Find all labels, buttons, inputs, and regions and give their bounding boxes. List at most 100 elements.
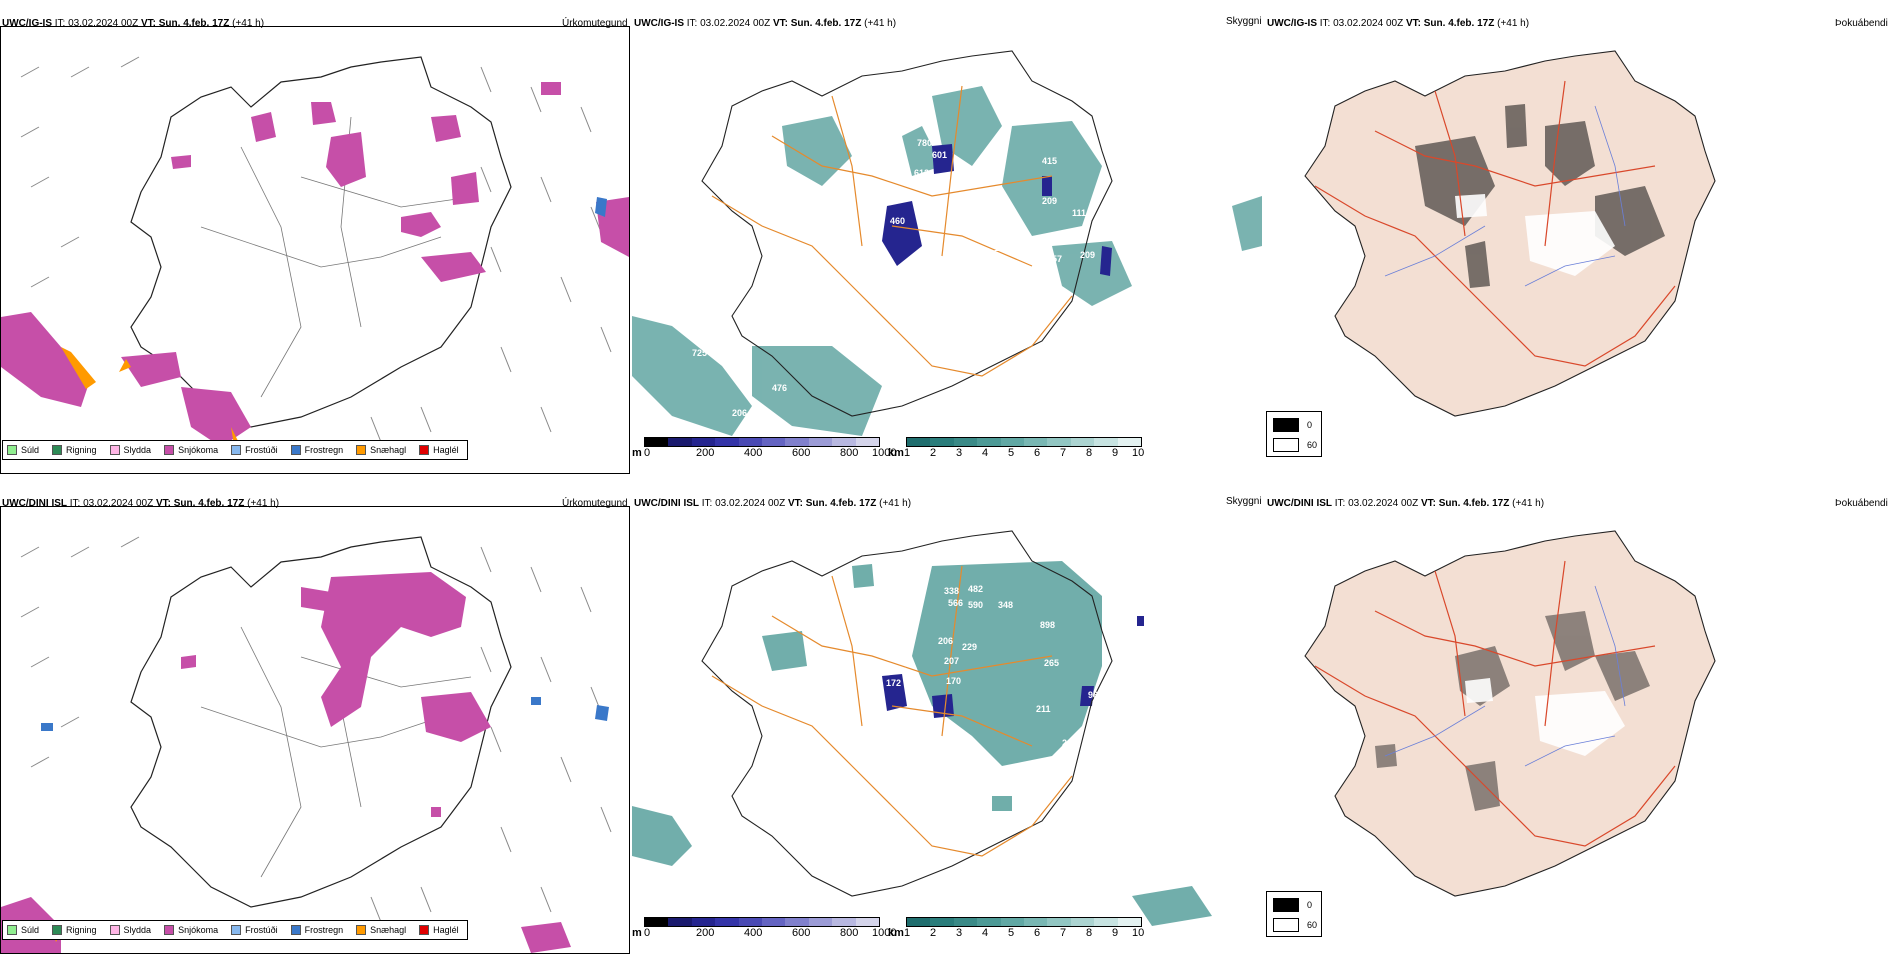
fog-legend-low-label: 60 [1307,920,1318,930]
elev-label: 12 [652,308,662,318]
row2-cloud-panel: UWC/DINI ISL IT: 03.02.2024 00Z VT: Sun.… [632,490,1322,955]
legend-swatch [164,925,175,935]
fog-legend-low-swatch [1273,438,1299,452]
legend-swatch [164,445,175,455]
elev-label: 325 [918,218,933,228]
cloudbase-tick: 1000 [872,927,897,939]
visibility-tick: 10 [1132,927,1145,939]
legend-item: Slydda [109,925,151,935]
elev-label: 338 [944,586,959,596]
legend-item: Frostúði [231,925,278,935]
cloudbase-tick: 1000 [872,447,897,459]
row1-precip-panel: UWC/IG-IS IT: 03.02.2024 00Z VT: Sun. 4.… [0,10,630,475]
low-visibility-areas [632,86,1262,436]
cloudbase-colorbar [644,437,880,447]
cloudbase-tick: 200 [696,447,715,459]
row1-fog-header: UWC/IG-IS IT: 03.02.2024 00Z VT: Sun. 4.… [1267,18,1530,29]
elevation-labels: 780 601 612 415 209 460 325 111 157 209 … [652,138,1095,418]
row1-fog-panel: UWC/IG-IS IT: 03.02.2024 00Z VT: Sun. 4.… [1265,10,1895,475]
legend-item: Haglél [419,925,459,935]
cloudbase-tick: 800 [840,447,859,459]
wind-barbs [20,536,612,923]
cloudbase-unit: m [632,447,642,459]
visibility-tick: 1 [904,927,911,939]
fog-legend-high-swatch [1273,898,1299,912]
visibility-unit: km [888,927,904,939]
fog-index-map [1304,50,1716,417]
elev-label: 13 [994,243,1004,253]
legend-swatch [52,925,63,935]
roads [200,116,472,398]
visibility-tick: 10 [1132,447,1145,459]
iceland-land [1304,50,1716,417]
visibility-tick: 6 [1034,927,1041,939]
iceland-outline [701,50,1113,417]
freezing-rain-areas [595,197,607,217]
row2-precip-panel: UWC/DINI ISL IT: 03.02.2024 00Z VT: Sun.… [0,490,630,955]
elev-label: 348 [998,600,1013,610]
visibility-tick: 8 [1086,447,1093,459]
elev-label: 898 [1040,620,1055,630]
elev-label: 725 [692,348,707,358]
legend-item: Snjókoma [164,445,218,455]
precip-map [1,56,629,457]
visibility-unit: km [888,447,904,459]
legend-swatch [290,445,301,455]
iceland-outline [701,530,1113,897]
elev-label: 265 [1044,658,1059,668]
legend-swatch [231,925,242,935]
cloud-visibility-map: 338 482 566 590 348 898 206 229 207 265 … [632,530,1212,926]
cloudbase-tick: 600 [792,927,811,939]
legend-swatch [109,925,120,935]
cloud-title: Skyggni [1226,16,1262,27]
precip-title: Úrkomutegund [562,498,628,509]
fog-legend-box: 0 60 [1266,891,1322,937]
visibility-tick: 4 [982,927,989,939]
rivers [1384,585,1626,767]
legend-item: Frostregn [290,925,343,935]
rivers [1384,105,1626,287]
legend-swatch [109,445,120,455]
legend-swatch [7,925,17,935]
elev-label: 415 [1042,156,1057,166]
legend-item: Súld [7,925,39,935]
legend-swatch [52,445,63,455]
elev-label: 482 [968,584,983,594]
row1-cloud-panel: UWC/IG-IS IT: 03.02.2024 00Z VT: Sun. 4.… [632,10,1322,475]
elev-label: 229 [962,642,977,652]
fog-index-map [1304,530,1716,897]
fog-legend-low-label: 60 [1307,440,1318,450]
elev-label: 202 [1096,704,1111,714]
visibility-tick: 7 [1060,447,1067,459]
roads [200,596,472,878]
elev-label: 209 [1080,250,1095,260]
legend-swatch [356,445,367,455]
precip-legend: Súld Rigning Slydda Snjókoma Frostúði Fr… [2,440,468,460]
cloudbase-unit: m [632,927,642,939]
visibility-tick: 3 [956,447,963,459]
legend-item: Snæhagl [356,925,406,935]
elev-label: 612 [914,168,929,178]
row1-precip-header: UWC/IG-IS IT: 03.02.2024 00Z VT: Sun. 4.… [2,18,265,29]
cloudbase-tick: 600 [792,447,811,459]
elev-label: 170 [946,676,961,686]
row2-cloud-header: UWC/DINI ISL IT: 03.02.2024 00Z VT: Sun.… [634,498,912,509]
fog-legend-box: 0 60 [1266,411,1322,457]
legend-item: Snæhagl [356,445,406,455]
elev-label: 209 [1042,196,1057,206]
legend-item: Rigning [52,925,97,935]
wind-barbs [20,56,612,443]
visibility-tick: 5 [1008,447,1015,459]
precip-title: Úrkomutegund [562,18,628,29]
fog-title: Þokuábendi [1835,18,1888,29]
visibility-tick: 7 [1060,927,1067,939]
row1-precip-map-frame [0,26,630,474]
row2-precip-header: UWC/DINI ISL IT: 03.02.2024 00Z VT: Sun.… [2,498,280,509]
visibility-colorbar [906,437,1142,447]
elev-label: 172 [886,678,901,688]
elev-label: 171 [892,666,907,676]
legend-item: Snjókoma [164,925,218,935]
elevation-labels: 338 482 566 590 348 898 206 229 207 265 … [810,584,1130,748]
iceland-land [1304,530,1716,897]
cloud-visibility-map: 780 601 612 415 209 460 325 111 157 209 … [632,50,1262,436]
